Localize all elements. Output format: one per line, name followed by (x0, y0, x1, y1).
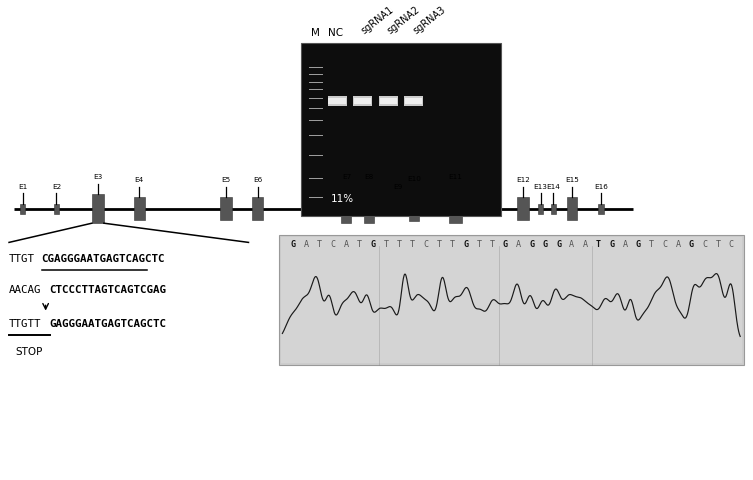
Text: T: T (437, 240, 441, 249)
Text: C: C (663, 240, 667, 249)
Text: C: C (330, 240, 335, 249)
Text: E8: E8 (364, 174, 373, 180)
Bar (551, 204, 556, 214)
Bar (364, 194, 373, 223)
Text: TTGTT: TTGTT (9, 319, 41, 329)
Text: E5: E5 (221, 177, 230, 183)
Text: NC: NC (328, 28, 343, 38)
Bar (449, 194, 462, 223)
Text: 11%: 11% (331, 194, 354, 204)
Text: STOP: STOP (16, 347, 43, 357)
Text: E16: E16 (594, 184, 608, 190)
Text: G: G (636, 240, 641, 249)
Text: CTCCCTTAGTCAGTCGAG: CTCCCTTAGTCAGTCGAG (50, 286, 166, 295)
Text: T: T (649, 240, 654, 249)
Bar (53, 204, 59, 214)
Text: A: A (569, 240, 575, 249)
Bar (279, 235, 744, 365)
Text: sgRNA2: sgRNA2 (386, 4, 422, 36)
Text: sgRNA3: sgRNA3 (411, 5, 447, 36)
Text: E13: E13 (534, 184, 547, 190)
Text: T: T (410, 240, 415, 249)
Bar (353, 96, 372, 106)
Text: A: A (303, 240, 309, 249)
Bar (281, 237, 742, 363)
Text: G: G (291, 240, 295, 249)
Text: M: M (311, 28, 320, 38)
Text: E6: E6 (253, 177, 262, 183)
Text: TTGT: TTGT (9, 254, 35, 264)
Text: E14: E14 (547, 184, 560, 190)
Text: T: T (317, 240, 322, 249)
Bar (92, 194, 104, 223)
Text: T: T (596, 240, 601, 249)
Bar (220, 197, 232, 220)
Bar (328, 98, 346, 104)
Text: G: G (609, 240, 614, 249)
Text: E9: E9 (393, 184, 402, 190)
Bar (517, 197, 529, 220)
Text: T: T (450, 240, 455, 249)
Text: T: T (383, 240, 389, 249)
Text: C: C (729, 240, 733, 249)
Bar (134, 197, 145, 220)
Bar (328, 96, 347, 106)
Text: G: G (543, 240, 547, 249)
Bar (410, 196, 419, 221)
Text: G: G (529, 240, 535, 249)
Text: T: T (357, 240, 361, 249)
Text: E15: E15 (566, 177, 579, 183)
Text: E7: E7 (342, 174, 351, 180)
Text: E1: E1 (18, 184, 27, 190)
Bar (301, 43, 501, 216)
Text: CGAGGGAATGAGTCAGCTC: CGAGGGAATGAGTCAGCTC (41, 254, 165, 264)
Text: G: G (503, 240, 508, 249)
Text: A: A (343, 240, 349, 249)
Text: G: G (463, 240, 468, 249)
Text: G: G (689, 240, 694, 249)
Text: A: A (623, 240, 627, 249)
Text: E11: E11 (449, 174, 462, 180)
Text: sgRNA1: sgRNA1 (359, 5, 395, 36)
Text: C: C (703, 240, 707, 249)
Text: E2: E2 (52, 184, 61, 190)
Bar (598, 204, 603, 214)
Text: G: G (370, 240, 375, 249)
Text: AACAG: AACAG (9, 286, 41, 295)
Text: G: G (556, 240, 561, 249)
Text: E10: E10 (407, 176, 421, 182)
Bar (354, 98, 371, 104)
Bar (394, 204, 401, 214)
Text: E4: E4 (135, 177, 144, 183)
Text: T: T (477, 240, 481, 249)
Text: T: T (715, 240, 721, 249)
Bar (380, 98, 397, 104)
Text: T: T (397, 240, 401, 249)
Text: C: C (423, 240, 428, 249)
Bar (20, 204, 25, 214)
Text: GAGGGAATGAGTCAGCTC: GAGGGAATGAGTCAGCTC (50, 319, 166, 329)
Text: A: A (517, 240, 521, 249)
Text: A: A (675, 240, 681, 249)
Text: T: T (489, 240, 495, 249)
Bar (538, 204, 543, 214)
Text: A: A (583, 240, 587, 249)
Bar (404, 96, 423, 106)
Bar (379, 96, 398, 106)
Bar (341, 194, 351, 223)
Bar (405, 98, 422, 104)
Text: E3: E3 (93, 174, 102, 180)
Text: E12: E12 (517, 177, 530, 183)
Bar (568, 197, 578, 220)
Bar (252, 197, 264, 220)
